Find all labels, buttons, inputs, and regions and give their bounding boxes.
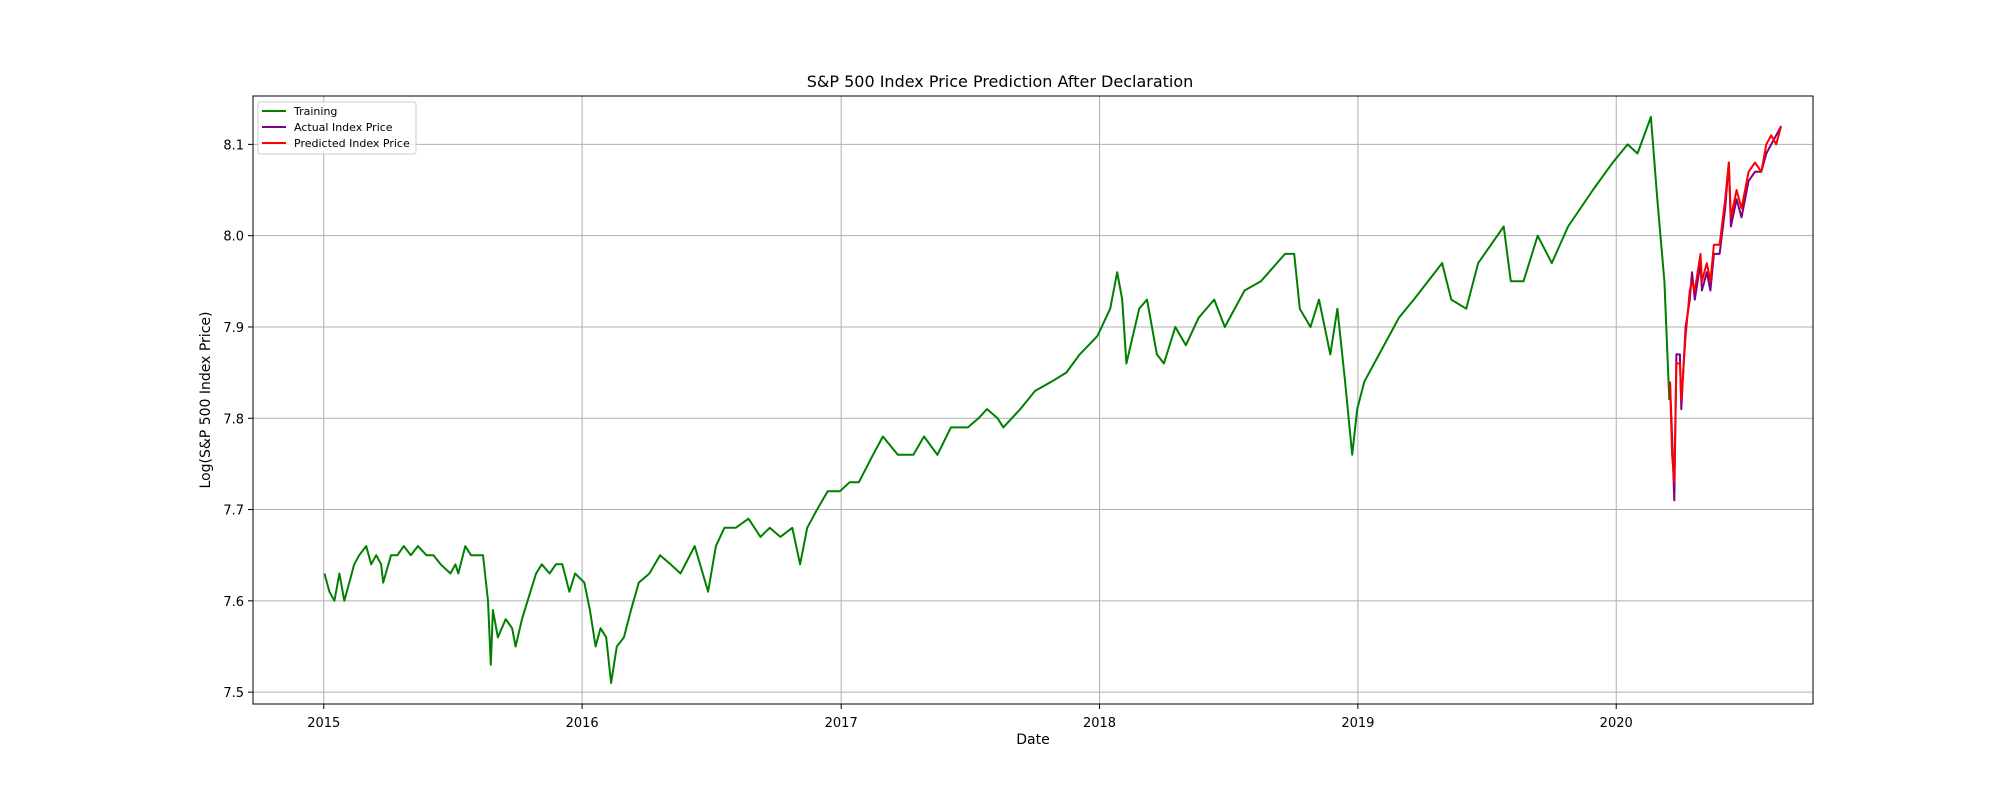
x-axis: 2015 2016 2017 2018 2019 2020	[307, 704, 1633, 731]
x-tick-label: 2019	[1341, 716, 1374, 731]
x-tick-label: 2018	[1083, 716, 1116, 731]
grid-lines	[253, 96, 1813, 704]
legend-label: Training	[293, 105, 337, 118]
y-tick-label: 7.8	[223, 412, 244, 427]
x-tick-label: 2016	[566, 716, 599, 731]
legend-label: Actual Index Price	[294, 121, 393, 134]
y-axis: 7.5 7.6 7.7 7.8 7.9 8.0 8.1	[223, 138, 253, 701]
y-tick-label: 7.7	[223, 504, 244, 519]
legend: Training Actual Index Price Predicted Inde…	[257, 101, 417, 155]
y-tick-label: 7.9	[223, 321, 244, 336]
plot-frame	[252, 95, 1814, 705]
y-tick-label: 7.5	[223, 686, 244, 701]
x-tick-label: 2015	[307, 716, 340, 731]
series-line-training	[323, 116, 1671, 684]
series-line-predicted-index-price	[1669, 125, 1783, 484]
x-tick-label: 2020	[1600, 716, 1633, 731]
chart-title: S&P 500 Index Price Prediction After Dec…	[807, 72, 1194, 91]
legend-label: Predicted Index Price	[294, 137, 410, 150]
legend-box	[257, 101, 417, 155]
x-tick-label: 2017	[825, 716, 858, 731]
plot-area	[323, 116, 1783, 684]
y-axis-label: Log(S&P 500 Index Price)	[198, 312, 214, 489]
y-tick-label: 8.1	[223, 138, 244, 153]
y-tick-label: 7.6	[223, 595, 244, 610]
x-axis-label: Date	[1016, 732, 1049, 748]
y-tick-label: 8.0	[223, 230, 244, 245]
